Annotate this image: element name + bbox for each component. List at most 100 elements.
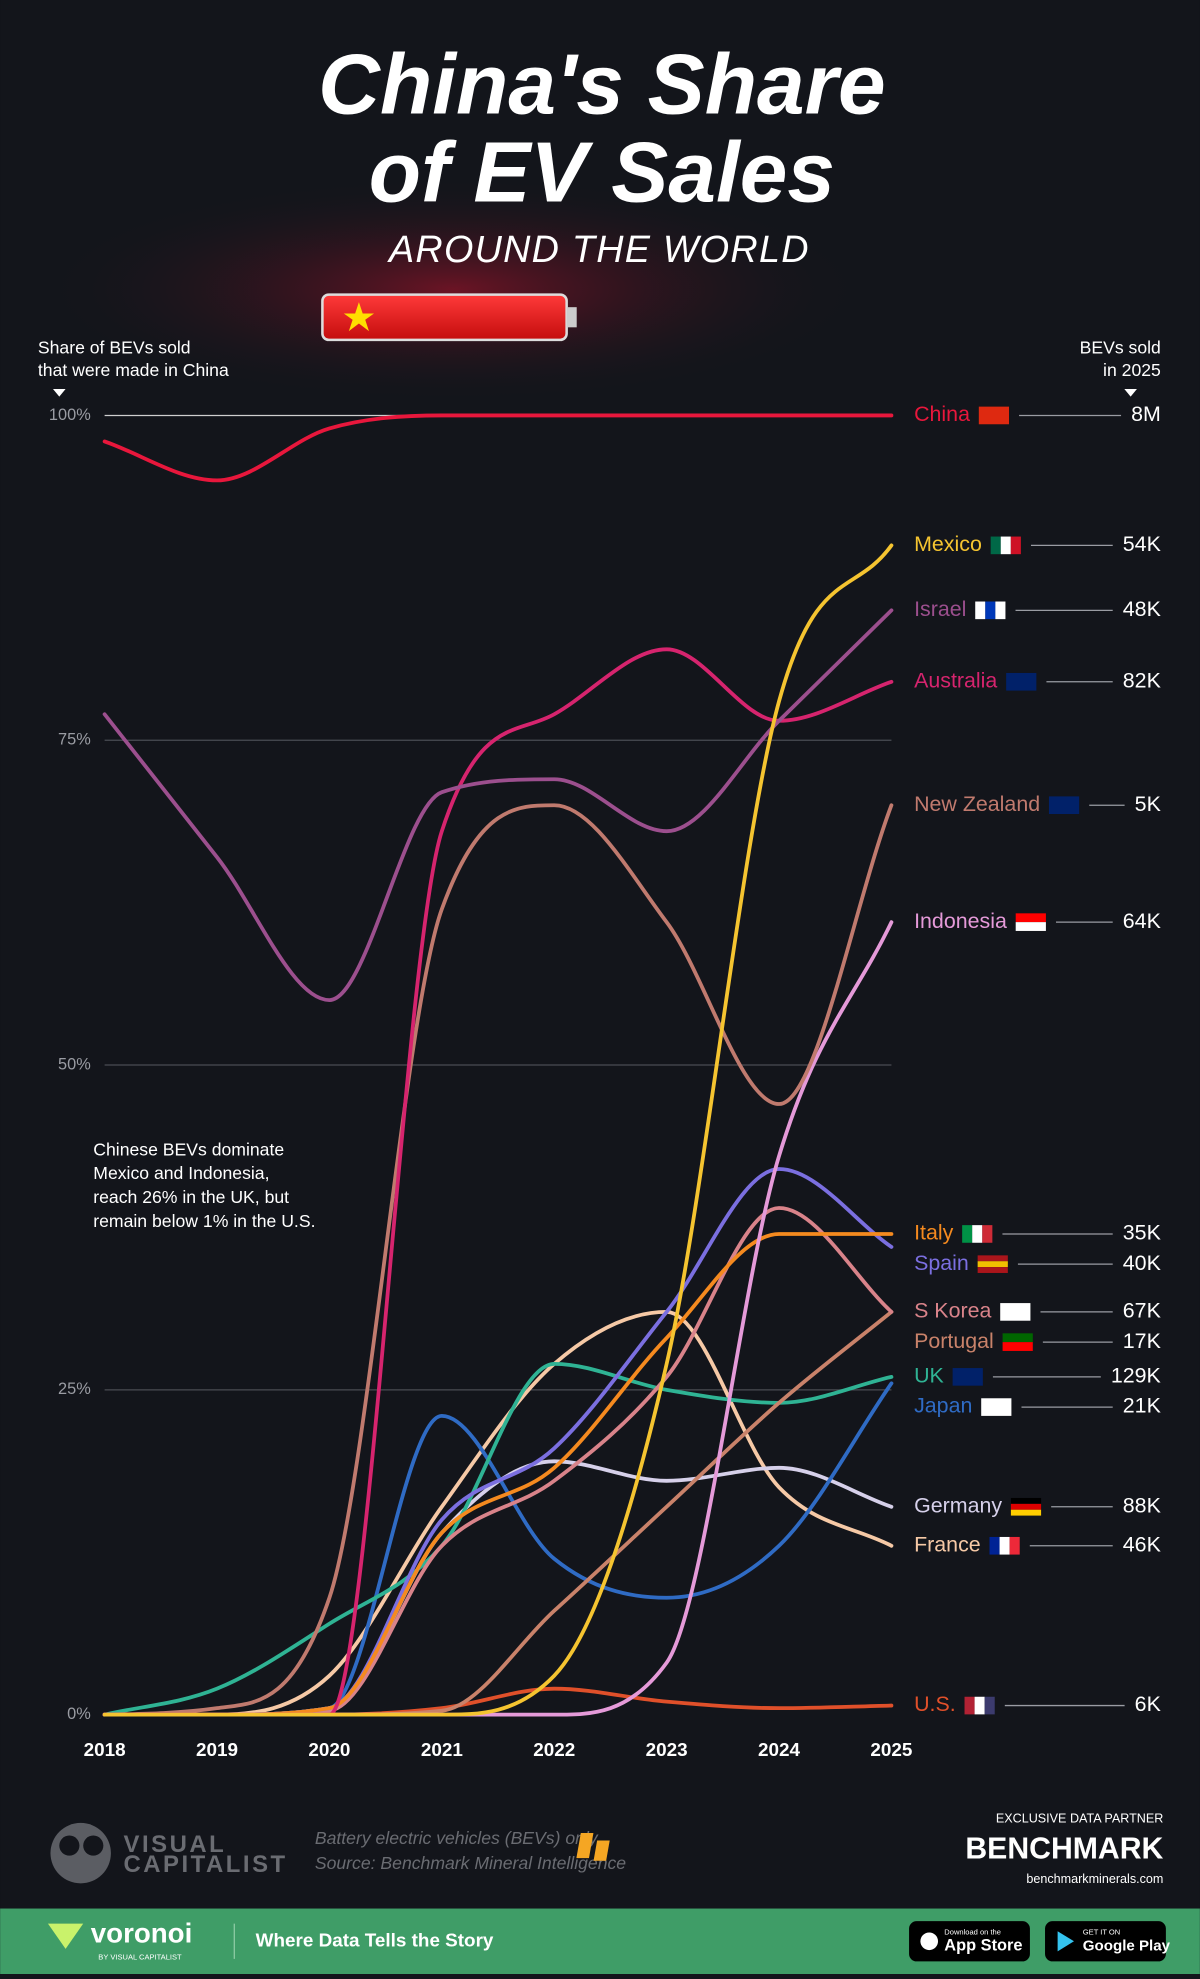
y-axis-label: that were made in China [38, 360, 229, 380]
partner-logo [593, 1840, 610, 1861]
x-tick-label: 2021 [421, 1740, 463, 1761]
source: Source: Benchmark Mineral Intelligence [315, 1853, 626, 1873]
series-label: Spain [914, 1251, 969, 1275]
flag [952, 1368, 983, 1386]
app-store-badge[interactable] [909, 1921, 1030, 1962]
series-line [102, 803, 894, 1717]
y-tick-label: 0% [67, 1705, 91, 1723]
google-play-badge[interactable] [1045, 1921, 1166, 1962]
brand-logo [50, 1822, 111, 1884]
x-tick-label: 2018 [84, 1740, 126, 1761]
flag [985, 601, 996, 620]
annotation: remain below 1% in the U.S. [93, 1211, 315, 1231]
title-line: China's Share [318, 37, 885, 132]
flag [1010, 536, 1021, 555]
series-line [102, 1361, 894, 1717]
y-tick-label: 50% [58, 1055, 91, 1073]
partner: BENCHMARK [965, 1833, 1163, 1866]
flag [974, 1696, 985, 1715]
badge-text: App Store [944, 1937, 1022, 1955]
flag [1009, 1536, 1020, 1555]
badge-text: Google Play [1083, 1937, 1171, 1954]
x-tick-label: 2023 [646, 1740, 688, 1761]
glow [37, 176, 869, 403]
pointer [1124, 389, 1137, 397]
flag [1015, 913, 1046, 923]
flag [981, 1398, 1012, 1416]
flag [962, 1225, 973, 1243]
series-label: Japan [914, 1394, 972, 1418]
series-label: Mexico [914, 532, 982, 556]
pointer [52, 389, 66, 397]
bar-brand-sub: BY VISUAL CAPITALIST [98, 1953, 182, 1962]
flag [1010, 1503, 1042, 1510]
flag [978, 406, 1010, 425]
series-label: UK [914, 1364, 944, 1388]
x-tick-label: 2019 [196, 1740, 238, 1761]
flag [1010, 1497, 1042, 1504]
flag [1002, 1333, 1033, 1343]
sales-value: 67K [1123, 1299, 1162, 1323]
plot: 0% 25% 50% 75% 100% 2018 2019 2020 2021 2022 2023 2… [49, 402, 1162, 1761]
series-label: Israel [914, 597, 966, 621]
sales-value: 17K [1123, 1329, 1162, 1353]
flag [982, 1225, 993, 1243]
sales-value: 64K [1123, 909, 1162, 933]
x-tick-label: 2024 [758, 1740, 800, 1761]
flag [1048, 796, 1080, 815]
voronoi-logo [47, 1923, 84, 1949]
sales-value: 129K [1111, 1364, 1162, 1388]
flag [1002, 1342, 1033, 1351]
sales-value: 88K [1123, 1493, 1162, 1517]
flag [984, 1696, 995, 1715]
flag [990, 536, 1001, 555]
flag [995, 601, 1006, 620]
badge-icon [1057, 1931, 1074, 1952]
flag-star [343, 302, 375, 332]
flag [972, 1225, 983, 1243]
flag [1000, 536, 1011, 555]
brand: VISUAL [123, 1831, 226, 1858]
value-header: BEVs sold [1080, 337, 1161, 357]
series-label: Indonesia [914, 909, 1007, 933]
series-label: China [914, 402, 970, 426]
y-tick-label: 75% [58, 731, 91, 749]
partner-logo [576, 1833, 594, 1859]
annotation: reach 26% in the UK, but [93, 1187, 289, 1207]
annotation: Chinese BEVs dominate [93, 1139, 284, 1159]
brand-logo [83, 1835, 104, 1856]
series-label: U.S. [914, 1692, 956, 1716]
x-tick-label: 2025 [870, 1740, 912, 1761]
flag [977, 1255, 1008, 1262]
flag [977, 1261, 1008, 1268]
sales-value: 40K [1123, 1251, 1162, 1275]
x-tick-label: 2022 [533, 1740, 575, 1761]
series-label: Germany [914, 1493, 1002, 1517]
sales-value: 21K [1123, 1394, 1162, 1418]
series-label: Portugal [914, 1329, 994, 1353]
sales-value: 82K [1123, 668, 1162, 692]
badge-text: GET IT ON [1083, 1927, 1120, 1936]
y-tick-label: 25% [58, 1380, 91, 1398]
brand: CAPITALIST [123, 1851, 287, 1878]
flag [1006, 672, 1037, 691]
badge-text: Download on the [944, 1927, 1001, 1936]
sales-value: 35K [1123, 1221, 1162, 1245]
brand-logo [59, 1835, 80, 1856]
sales-value: 46K [1123, 1532, 1162, 1556]
series-line [102, 413, 894, 483]
value-header: in 2025 [1103, 360, 1161, 380]
annotation: Mexico and Indonesia, [93, 1163, 269, 1183]
series-label: S Korea [914, 1299, 991, 1323]
series-label: Australia [914, 668, 997, 692]
note: Battery electric vehicles (BEVs) only [315, 1828, 599, 1848]
flag [964, 1696, 975, 1715]
flag [975, 601, 986, 620]
series-label: France [914, 1532, 981, 1556]
y-axis-label: Share of BEVs sold [38, 337, 191, 357]
tagline: Where Data Tells the Story [256, 1930, 494, 1951]
subtitle: AROUND THE WORLD [387, 229, 810, 271]
x-tick-label: 2020 [308, 1740, 350, 1761]
flag [977, 1267, 1008, 1273]
